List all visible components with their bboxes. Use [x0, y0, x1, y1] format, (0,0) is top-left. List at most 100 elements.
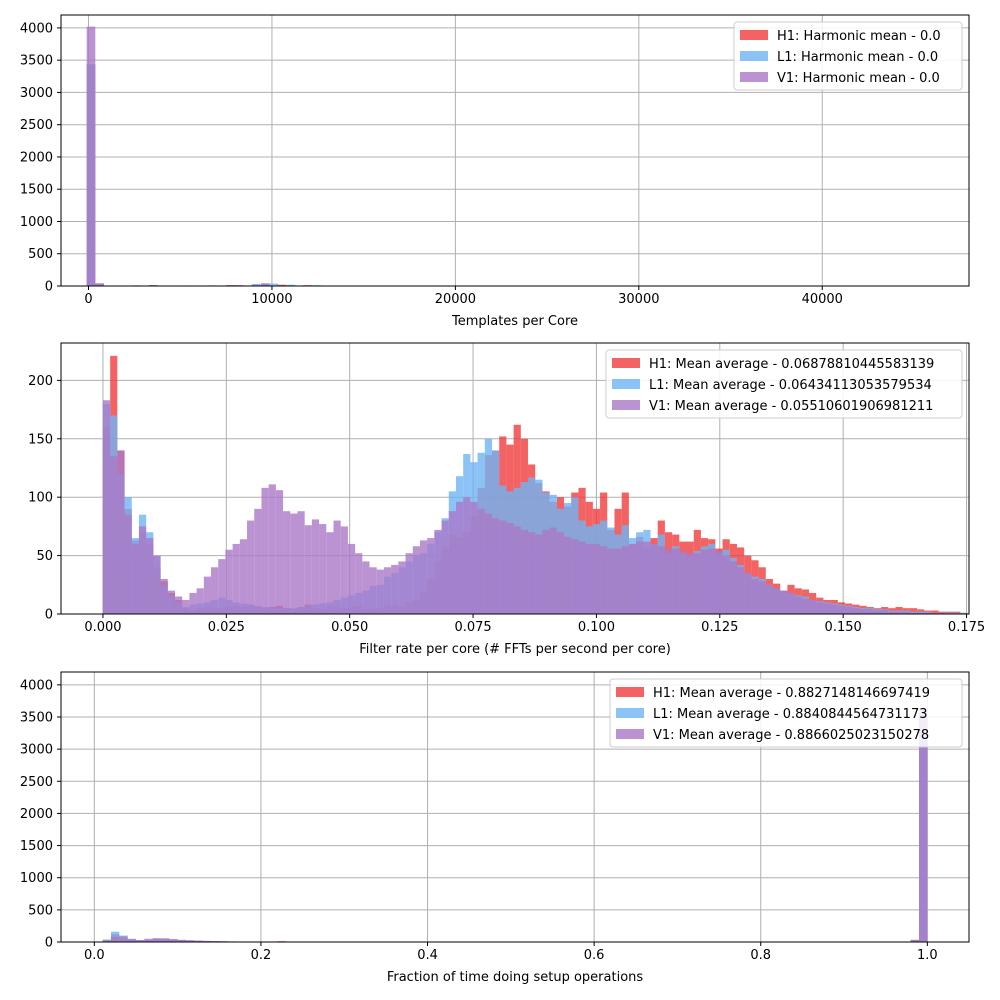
- histogram-bar-v1: [585, 543, 593, 614]
- histogram-bar-v1: [859, 609, 867, 614]
- histogram-bar-v1: [102, 940, 111, 942]
- histogram-bar-v1: [347, 543, 356, 614]
- histogram-bar-v1: [657, 546, 665, 614]
- y-tick-label: 2500: [20, 775, 53, 790]
- x-tick-label: 30000: [618, 292, 659, 307]
- histogram-bar-v1: [333, 520, 341, 614]
- y-tick-label: 4000: [20, 678, 53, 693]
- histogram-bar-v1: [614, 548, 622, 614]
- legend-box: [733, 21, 963, 91]
- histogram-bar-l1: [960, 612, 968, 614]
- histogram-bar-v1: [189, 592, 197, 614]
- legend-box: [609, 678, 963, 748]
- y-tick-label: 2000: [20, 150, 53, 165]
- legend-swatch-h1: [740, 30, 768, 40]
- histogram-bar-v1: [218, 559, 226, 614]
- histogram-bar-l1: [945, 612, 954, 614]
- y-tick-label: 500: [28, 903, 53, 918]
- panel-3-x-axis-label: Fraction of time doing setup operations: [387, 970, 644, 985]
- histogram-bar-v1: [744, 573, 752, 614]
- x-tick-label: 20000: [435, 292, 476, 307]
- histogram-bar-v1: [369, 567, 377, 614]
- histogram-bar-v1: [254, 508, 262, 614]
- histogram-bar-v1: [636, 541, 644, 614]
- histogram-bar-v1: [873, 610, 882, 614]
- legend-label-h1: H1: Mean average - 0.06878810445583139: [649, 357, 934, 372]
- histogram-bar-v1: [202, 940, 211, 942]
- panel-1-grid: [61, 15, 969, 287]
- histogram-bar-v1: [693, 553, 701, 614]
- panel-1-frame: [60, 14, 970, 287]
- histogram-bar-v1: [492, 518, 500, 614]
- histogram-bar-v1: [672, 548, 680, 614]
- panel-2-bars: [102, 355, 968, 614]
- histogram-bar-v1: [160, 578, 168, 614]
- histogram-bar-v1: [549, 527, 557, 614]
- histogram-bar-v1: [95, 283, 104, 286]
- histogram-bar-v1: [160, 938, 170, 942]
- histogram-bar-v1: [765, 584, 773, 614]
- histogram-bar-v1: [528, 532, 536, 614]
- histogram-bar-v1: [801, 598, 810, 614]
- legend-swatch-v1: [616, 729, 644, 739]
- histogram-bar-v1: [146, 538, 154, 614]
- histogram-bar-v1: [110, 456, 118, 614]
- histogram-bar-v1: [239, 539, 248, 614]
- histogram-bar-v1: [391, 564, 399, 614]
- histogram-bar-v1: [232, 543, 240, 614]
- histogram-bar-v1: [297, 511, 305, 614]
- panel-1-y-ticks: 0 500 1000 1500 2000 2500 3000 3500 4000: [20, 21, 61, 295]
- panel-templates-per-core: 0 10000 20000 30000 40000 0 500 1000 1500 2000 25…: [20, 14, 970, 329]
- x-tick-label: 0.050: [331, 620, 368, 635]
- histogram-bar-v1: [167, 590, 175, 614]
- histogram-bar-v1: [127, 939, 136, 942]
- histogram-bar-v1: [275, 490, 284, 614]
- histogram-bar-v1: [780, 590, 788, 614]
- panel-setup-fraction: 0.0 0.2 0.4 0.6 0.8 1.0 0 500 1000 1500 2000 2500 3…: [20, 671, 970, 985]
- legend-swatch-v1: [612, 400, 640, 410]
- histogram-bar-v1: [135, 940, 145, 942]
- legend-label-l1: L1: Harmonic mean - 0.0: [777, 50, 938, 65]
- panel-2-x-axis-label: Filter rate per core (# FFTs per second …: [359, 642, 671, 657]
- legend-label-h1: H1: Mean average - 0.8827148146697419: [653, 686, 930, 701]
- histogram-bar-v1: [506, 522, 514, 614]
- y-tick-label: 0: [45, 608, 53, 623]
- histogram-bar-v1: [600, 546, 608, 614]
- histogram-bar-v1: [910, 939, 920, 942]
- histogram-bar-v1: [686, 553, 694, 614]
- histogram-bar-v1: [448, 511, 456, 614]
- histogram-bar-v1: [823, 603, 831, 614]
- histogram-bar-v1: [196, 588, 204, 614]
- x-tick-label: 0.8: [750, 948, 771, 963]
- y-tick-label: 2000: [20, 807, 53, 822]
- x-tick-label: 0.2: [251, 948, 272, 963]
- histogram-bar-v1: [564, 536, 572, 614]
- y-tick-label: 1000: [20, 215, 53, 230]
- histogram-bar-v1: [772, 588, 781, 614]
- y-tick-label: 3500: [20, 54, 53, 69]
- histogram-bar-v1: [247, 520, 255, 614]
- y-tick-label: 500: [28, 247, 53, 262]
- panel-2-x-ticks: 0.000 0.025 0.050 0.075 0.100 0.125 0.150 0.175: [84, 614, 985, 635]
- histogram-bar-h1: [277, 284, 287, 286]
- histogram-bar-v1: [153, 555, 161, 614]
- histogram-bar-v1: [845, 606, 853, 614]
- histogram-bar-v1: [427, 538, 435, 614]
- histogram-bar-v1: [398, 561, 406, 614]
- y-tick-label: 50: [36, 549, 53, 564]
- histogram-bar-v1: [138, 526, 147, 614]
- histogram-bar-v1: [729, 561, 737, 614]
- x-tick-label: 0.4: [417, 948, 438, 963]
- y-tick-label: 3000: [20, 86, 53, 101]
- histogram-bar-v1: [888, 611, 896, 614]
- histogram-bar-v1: [225, 549, 233, 614]
- histogram-bar-v1: [383, 567, 392, 614]
- legend-swatch-l1: [740, 51, 768, 61]
- x-tick-label: 1.0: [917, 948, 938, 963]
- histogram-bar-v1: [260, 284, 270, 286]
- histogram-bar-v1: [211, 567, 219, 614]
- histogram-bar-v1: [340, 526, 348, 614]
- histogram-bar-v1: [736, 567, 745, 614]
- histogram-bar-v1: [174, 596, 183, 614]
- histogram-bar-v1: [679, 550, 687, 614]
